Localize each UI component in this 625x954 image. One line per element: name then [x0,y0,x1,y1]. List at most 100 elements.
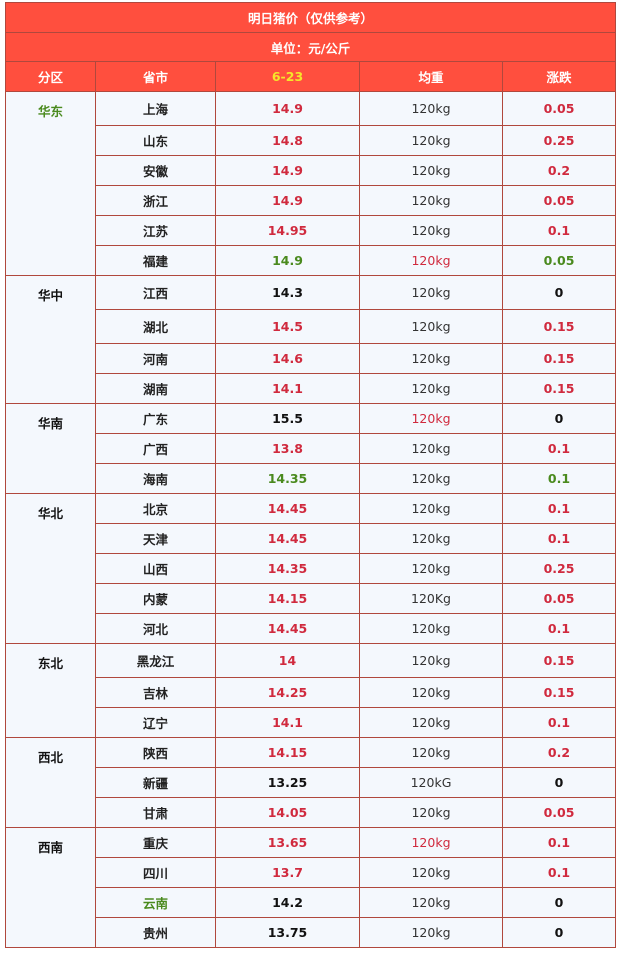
change-cell: 0.1 [502,707,616,738]
table-row: 河南 14.6 120kg 0.15 [6,343,616,374]
weight-cell: 120kg [359,185,503,216]
price-cell: 14.35 [215,553,360,584]
price-cell: 13.25 [215,767,360,798]
region-cell: 西南 [5,827,96,948]
header-region: 分区 [5,61,96,92]
weight-cell: 120kg [359,553,503,584]
column-header-row: 分区 省市 6-23 均重 涨跌 [5,61,616,92]
change-cell: 0.1 [502,493,616,524]
weight-cell: 120kg [359,707,503,738]
change-cell: 0.1 [502,215,616,246]
weight-cell: 120kg [359,125,503,156]
header-change: 涨跌 [502,61,616,92]
change-cell: 0.1 [502,523,616,554]
price-cell: 14 [215,643,360,678]
province-cell: 上海 [95,91,216,126]
price-cell: 14.95 [215,215,360,246]
table-row: 华北 北京 14.45 120kg 0.1 [5,493,616,644]
province-cell: 河南 [95,343,216,374]
province-cell: 福建 [95,245,216,276]
table-row: 安徽 14.9 120kg 0.2 [6,155,616,186]
price-cell: 14.8 [215,125,360,156]
change-cell: 0.15 [502,309,616,344]
table-row: 海南 14.35 120kg 0.1 [6,463,616,494]
price-cell: 13.7 [215,857,360,888]
price-cell: 14.3 [215,275,360,310]
price-cell: 14.2 [215,887,360,918]
weight-cell: 120kG [359,767,503,798]
price-cell: 14.15 [215,737,360,768]
province-cell: 山西 [95,553,216,584]
province-cell: 北京 [95,493,216,524]
price-cell: 14.9 [215,91,360,126]
province-cell: 山东 [95,125,216,156]
price-cell: 13.8 [215,433,360,464]
price-cell: 14.45 [215,613,360,644]
table-row: 天津 14.45 120kg 0.1 [6,523,616,554]
change-cell: 0.05 [502,185,616,216]
change-cell: 0 [502,275,616,310]
table-row: 福建 14.9 120kg 0.05 [6,245,616,276]
region-cell: 东北 [5,643,96,738]
weight-cell: 120kg [359,245,503,276]
unit-row: 单位：元/公斤 [5,32,616,62]
region-cell: 西北 [5,737,96,828]
price-cell: 14.5 [215,309,360,344]
change-cell: 0.15 [502,343,616,374]
weight-cell: 120kg [359,275,503,310]
province-cell: 吉林 [95,677,216,708]
price-cell: 15.5 [215,403,360,434]
region-cell: 华南 [5,403,96,494]
change-cell: 0 [502,403,616,434]
change-cell: 0.2 [502,737,616,768]
table-row: 辽宁 14.1 120kg 0.1 [6,707,616,738]
province-cell: 新疆 [95,767,216,798]
weight-cell: 120kg [359,215,503,246]
table-row: 华南 广东 15.5 120kg 0 [5,403,616,494]
change-cell: 0.25 [502,125,616,156]
title-row: 明日猪价（仅供参考） [5,2,616,33]
table-row: 华东 上海 14.9 120kg 0.05 [5,91,616,276]
table-row: 内蒙 14.15 120Kg 0.05 [6,583,616,614]
province-cell: 安徽 [95,155,216,186]
weight-cell: 120kg [359,433,503,464]
province-cell: 浙江 [95,185,216,216]
weight-cell: 120kg [359,91,503,126]
table-row: 西南 重庆 13.65 120kg 0.1 [5,827,616,948]
change-cell: 0.05 [502,245,616,276]
change-cell: 0.15 [502,643,616,678]
change-cell: 0 [502,917,616,948]
price-cell: 14.9 [215,245,360,276]
table-row: 江苏 14.95 120kg 0.1 [6,215,616,246]
weight-cell: 120kg [359,643,503,678]
change-cell: 0.05 [502,797,616,828]
weight-cell: 120kg [359,309,503,344]
province-cell: 四川 [95,857,216,888]
change-cell: 0.05 [502,91,616,126]
header-weight: 均重 [359,61,503,92]
weight-cell: 120kg [359,677,503,708]
price-cell: 14.45 [215,493,360,524]
header-province: 省市 [95,61,216,92]
change-cell: 0.15 [502,373,616,404]
price-cell: 14.1 [215,707,360,738]
weight-cell: 120kg [359,887,503,918]
table-row: 新疆 13.25 120kG 0 [6,767,616,798]
price-cell: 14.1 [215,373,360,404]
unit-label: 单位：元/公斤 [5,32,616,62]
change-cell: 0 [502,767,616,798]
price-cell: 14.25 [215,677,360,708]
province-cell: 湖南 [95,373,216,404]
weight-cell: 120kg [359,613,503,644]
province-cell: 贵州 [95,917,216,948]
province-cell: 重庆 [95,827,216,858]
weight-cell: 120kg [359,155,503,186]
weight-cell: 120kg [359,857,503,888]
weight-cell: 120kg [359,797,503,828]
price-cell: 14.6 [215,343,360,374]
table-row: 四川 13.7 120kg 0.1 [6,857,616,888]
table-row: 山东 14.8 120kg 0.25 [6,125,616,156]
price-cell: 13.75 [215,917,360,948]
change-cell: 0.1 [502,463,616,494]
province-cell: 江苏 [95,215,216,246]
